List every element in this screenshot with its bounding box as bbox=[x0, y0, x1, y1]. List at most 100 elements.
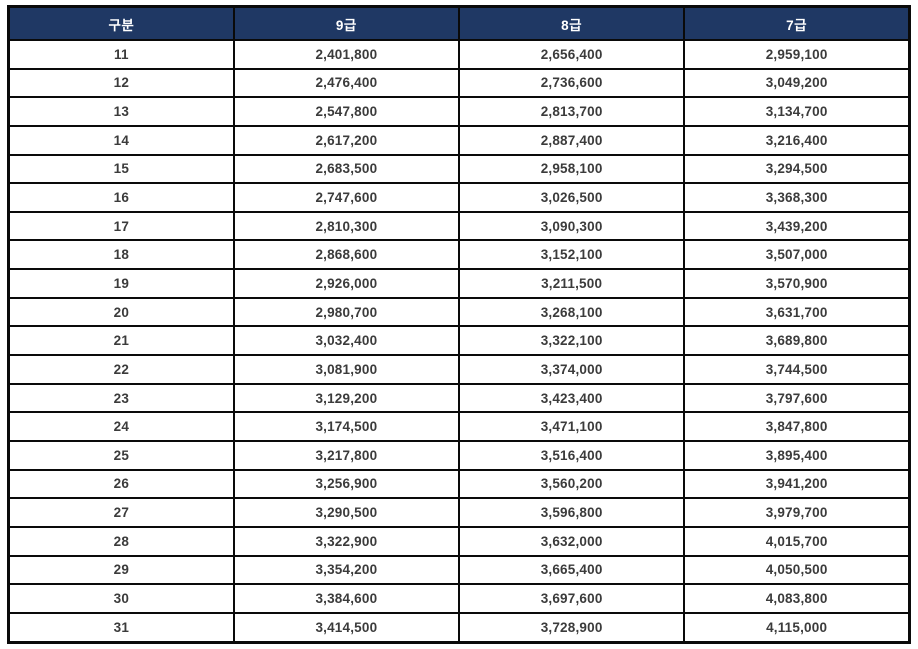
salary-value-cell: 3,847,800 bbox=[683, 411, 911, 442]
table-row: 16 2,747,600 3,026,500 3,368,300 bbox=[7, 182, 911, 213]
salary-value-cell: 2,868,600 bbox=[232, 239, 461, 271]
salary-value-cell: 3,439,200 bbox=[683, 210, 911, 242]
salary-value-cell: 3,728,900 bbox=[457, 611, 686, 644]
salary-value-cell: 3,507,000 bbox=[683, 239, 911, 271]
salary-value-cell: 2,813,700 bbox=[457, 96, 686, 127]
salary-value-cell: 3,174,500 bbox=[232, 411, 461, 442]
salary-value-cell: 2,959,100 bbox=[683, 39, 911, 70]
salary-value-cell: 3,090,300 bbox=[457, 210, 686, 242]
salary-value-cell: 4,050,500 bbox=[683, 554, 911, 586]
table-row: 11 2,401,800 2,656,400 2,959,100 bbox=[7, 39, 911, 70]
salary-value-cell: 3,134,700 bbox=[683, 96, 911, 127]
salary-value-cell: 2,476,400 bbox=[232, 67, 461, 99]
salary-value-cell: 2,547,800 bbox=[232, 96, 461, 127]
grade-step-cell: 18 bbox=[7, 239, 235, 271]
table-row: 21 3,032,400 3,322,100 3,689,800 bbox=[7, 325, 911, 357]
salary-value-cell: 2,980,700 bbox=[232, 296, 461, 328]
table-row: 29 3,354,200 3,665,400 4,050,500 bbox=[7, 554, 911, 586]
salary-value-cell: 3,268,100 bbox=[457, 296, 686, 328]
salary-value-cell: 3,941,200 bbox=[683, 468, 911, 500]
salary-value-cell: 3,374,000 bbox=[457, 354, 686, 385]
salary-value-cell: 3,211,500 bbox=[457, 268, 686, 299]
table-row: 24 3,174,500 3,471,100 3,847,800 bbox=[7, 411, 911, 442]
salary-value-cell: 2,656,400 bbox=[457, 39, 686, 70]
grade-step-cell: 28 bbox=[7, 525, 235, 557]
salary-value-cell: 3,516,400 bbox=[457, 439, 686, 471]
salary-value-cell: 3,216,400 bbox=[683, 124, 911, 156]
grade-step-cell: 25 bbox=[7, 439, 235, 471]
table-row: 26 3,256,900 3,560,200 3,941,200 bbox=[7, 468, 911, 500]
salary-grade-table: 구분 9급 8급 7급 11 2,401,800 2,656,400 2,959,10… bbox=[7, 5, 911, 644]
salary-value-cell: 3,665,400 bbox=[457, 554, 686, 586]
salary-value-cell: 3,689,800 bbox=[683, 325, 911, 357]
salary-value-cell: 3,697,600 bbox=[457, 583, 686, 614]
grade-step-cell: 12 bbox=[7, 67, 235, 99]
grade-step-cell: 20 bbox=[7, 296, 235, 328]
grade-step-cell: 19 bbox=[7, 268, 235, 299]
salary-value-cell: 2,683,500 bbox=[232, 153, 461, 185]
salary-value-cell: 4,083,800 bbox=[683, 583, 911, 614]
grade-step-cell: 24 bbox=[7, 411, 235, 442]
salary-value-cell: 2,887,400 bbox=[457, 124, 686, 156]
salary-value-cell: 3,632,000 bbox=[457, 525, 686, 557]
table-row: 25 3,217,800 3,516,400 3,895,400 bbox=[7, 439, 911, 471]
grade-step-cell: 14 bbox=[7, 124, 235, 156]
salary-value-cell: 3,797,600 bbox=[683, 382, 911, 414]
salary-value-cell: 3,979,700 bbox=[683, 497, 911, 528]
salary-value-cell: 3,895,400 bbox=[683, 439, 911, 471]
table-row: 19 2,926,000 3,211,500 3,570,900 bbox=[7, 268, 911, 299]
salary-value-cell: 3,560,200 bbox=[457, 468, 686, 500]
grade-step-cell: 13 bbox=[7, 96, 235, 127]
grade-step-cell: 23 bbox=[7, 382, 235, 414]
table-row: 12 2,476,400 2,736,600 3,049,200 bbox=[7, 67, 911, 99]
salary-value-cell: 2,810,300 bbox=[232, 210, 461, 242]
grade-step-cell: 11 bbox=[7, 39, 235, 70]
salary-value-cell: 3,290,500 bbox=[232, 497, 461, 528]
salary-value-cell: 3,032,400 bbox=[232, 325, 461, 357]
table-row: 13 2,547,800 2,813,700 3,134,700 bbox=[7, 96, 911, 127]
grade-step-cell: 27 bbox=[7, 497, 235, 528]
grade-step-cell: 29 bbox=[7, 554, 235, 586]
table-body: 11 2,401,800 2,656,400 2,959,100 12 2,476,400… bbox=[7, 39, 911, 644]
grade-step-cell: 26 bbox=[7, 468, 235, 500]
salary-value-cell: 3,414,500 bbox=[232, 611, 461, 644]
salary-value-cell: 3,423,400 bbox=[457, 382, 686, 414]
table-row: 27 3,290,500 3,596,800 3,979,700 bbox=[7, 497, 911, 528]
salary-value-cell: 4,115,000 bbox=[683, 611, 911, 644]
salary-value-cell: 3,294,500 bbox=[683, 153, 911, 185]
salary-value-cell: 2,617,200 bbox=[232, 124, 461, 156]
table-row: 31 3,414,500 3,728,900 4,115,000 bbox=[7, 611, 911, 644]
column-header-gubun: 구분 bbox=[7, 5, 235, 41]
table-row: 20 2,980,700 3,268,100 3,631,700 bbox=[7, 296, 911, 328]
salary-value-cell: 2,736,600 bbox=[457, 67, 686, 99]
salary-value-cell: 3,256,900 bbox=[232, 468, 461, 500]
table-row: 18 2,868,600 3,152,100 3,507,000 bbox=[7, 239, 911, 271]
column-header-grade7: 7급 bbox=[683, 5, 911, 41]
salary-value-cell: 3,081,900 bbox=[232, 354, 461, 385]
salary-value-cell: 3,322,900 bbox=[232, 525, 461, 557]
salary-value-cell: 3,322,100 bbox=[457, 325, 686, 357]
salary-value-cell: 4,015,700 bbox=[683, 525, 911, 557]
table-row: 15 2,683,500 2,958,100 3,294,500 bbox=[7, 153, 911, 185]
salary-value-cell: 3,570,900 bbox=[683, 268, 911, 299]
salary-value-cell: 2,401,800 bbox=[232, 39, 461, 70]
grade-step-cell: 17 bbox=[7, 210, 235, 242]
column-header-grade8: 8급 bbox=[457, 5, 686, 41]
salary-value-cell: 3,026,500 bbox=[457, 182, 686, 213]
salary-value-cell: 3,152,100 bbox=[457, 239, 686, 271]
table-row: 14 2,617,200 2,887,400 3,216,400 bbox=[7, 124, 911, 156]
grade-step-cell: 21 bbox=[7, 325, 235, 357]
salary-value-cell: 3,384,600 bbox=[232, 583, 461, 614]
salary-value-cell: 2,926,000 bbox=[232, 268, 461, 299]
salary-value-cell: 3,596,800 bbox=[457, 497, 686, 528]
table-header: 구분 9급 8급 7급 bbox=[7, 5, 911, 41]
table-row: 22 3,081,900 3,374,000 3,744,500 bbox=[7, 354, 911, 385]
grade-step-cell: 22 bbox=[7, 354, 235, 385]
column-header-grade9: 9급 bbox=[232, 5, 461, 41]
table-row: 30 3,384,600 3,697,600 4,083,800 bbox=[7, 583, 911, 614]
header-row: 구분 9급 8급 7급 bbox=[7, 5, 911, 41]
salary-value-cell: 2,958,100 bbox=[457, 153, 686, 185]
salary-value-cell: 3,129,200 bbox=[232, 382, 461, 414]
grade-step-cell: 15 bbox=[7, 153, 235, 185]
